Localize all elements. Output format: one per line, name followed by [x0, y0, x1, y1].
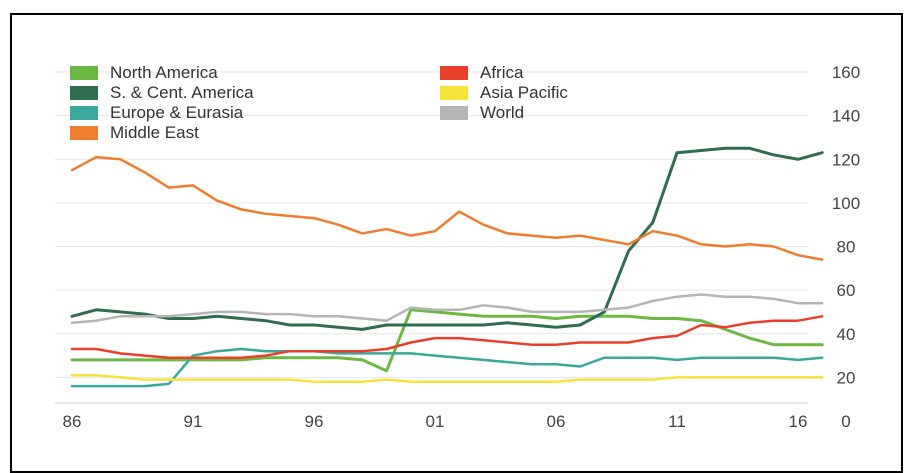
legend-item: Africa — [440, 63, 524, 82]
y-tick-label: 80 — [837, 238, 856, 257]
x-tick-label: 86 — [63, 412, 82, 431]
x-tick-label: 11 — [668, 412, 686, 431]
legend-label: Europe & Eurasia — [110, 103, 244, 122]
legend-swatch — [70, 66, 98, 80]
series-line-asia-pacific — [70, 373, 824, 383]
y-tick-label: 160 — [832, 63, 860, 82]
legend-item: North America — [70, 63, 218, 82]
legend-item: Middle East — [70, 123, 199, 142]
y-tick-label: 140 — [832, 107, 860, 126]
legend-item: S. & Cent. America — [70, 83, 254, 102]
series-line-africa — [70, 315, 824, 359]
x-tick-label: 91 — [184, 412, 203, 431]
x-tick-label: 01 — [426, 412, 445, 431]
legend-label: Middle East — [110, 123, 199, 142]
y-tick-label: 40 — [837, 325, 856, 344]
legend-item: World — [440, 103, 524, 122]
legend-swatch — [440, 66, 468, 80]
x-tick-label: 96 — [305, 412, 324, 431]
series-line-world — [70, 293, 824, 325]
legend-item: Europe & Eurasia — [70, 103, 244, 122]
y-tick-label: 100 — [832, 194, 860, 213]
legend-swatch — [70, 86, 98, 100]
y-tick-label: 120 — [832, 150, 860, 169]
series-line-europe-eurasia — [70, 347, 824, 388]
series-line-north-america — [70, 308, 824, 373]
series-line-middle-east — [70, 155, 824, 261]
legend-label: S. & Cent. America — [110, 83, 254, 102]
legend-label: World — [480, 103, 524, 122]
y-tick-label: 60 — [837, 281, 856, 300]
series-line-s-cent-america — [70, 146, 824, 331]
x-tick-label: 16 — [789, 412, 808, 431]
legend-swatch — [70, 126, 98, 140]
legend-swatch — [440, 86, 468, 100]
legend-label: Africa — [480, 63, 524, 82]
legend-swatch — [70, 106, 98, 120]
legend-label: Asia Pacific — [480, 83, 568, 102]
legend-swatch — [440, 106, 468, 120]
y-tick-label: 0 — [841, 412, 850, 431]
legend-label: North America — [110, 63, 218, 82]
legend-item: Asia Pacific — [440, 83, 568, 102]
line-chart: 0 20 40 60 80 100 120 140 160 86 91 96 01 06 11 16 Nor… — [55, 63, 860, 431]
y-tick-label: 20 — [837, 368, 856, 387]
x-tick-label: 06 — [547, 412, 566, 431]
